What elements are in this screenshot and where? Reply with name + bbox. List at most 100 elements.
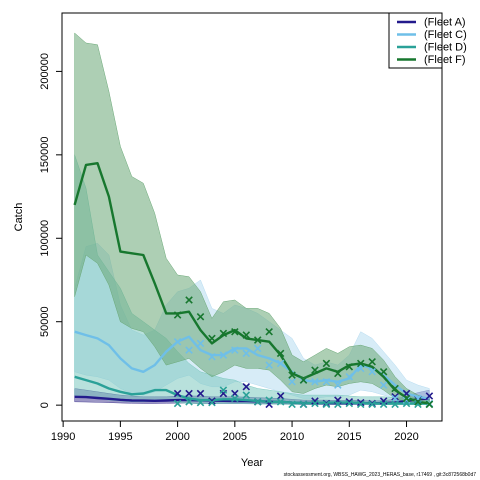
fleet-a-observation-point: [196, 389, 205, 398]
y-tick-label: 150000: [39, 136, 51, 173]
fleet-f-observation-point: [173, 311, 182, 319]
fleet-c-observation-point: [391, 394, 399, 403]
fleet-d-observation-point: [334, 400, 342, 409]
fleet-c-observation-point: [276, 359, 285, 368]
footer-note: stockassessment.org, WBSS_HAWG_2023_HERA…: [284, 472, 477, 478]
fleet-c-observation-point: [253, 344, 262, 353]
fleet-c-observation-point: [311, 378, 319, 386]
fleet-c-observation-point: [242, 349, 251, 358]
fleet-a-observation-point: [185, 389, 193, 398]
fleet-f-observation-point: [219, 329, 228, 338]
fleet-f-observation-point: [425, 400, 434, 409]
fleet-f-observation-point: [185, 296, 193, 304]
fleet-c-observation-point: [345, 373, 354, 381]
fleet-c-observation-point: [219, 351, 228, 359]
fleet-c-observation-point: [322, 378, 331, 386]
fleet-f-observation-point: [322, 359, 331, 368]
fleet-c-observation-point: [173, 337, 182, 346]
y-tick-label: 0: [39, 402, 51, 408]
fleet-f-observation-point: [414, 398, 422, 406]
y-axis-label: Catch: [13, 203, 25, 232]
fleet-f-observation-point: [288, 371, 296, 379]
fleet-f-observation-point: [334, 369, 342, 378]
fleet-c-observation-point: [334, 381, 342, 389]
x-tick-label: 2015: [337, 431, 361, 443]
fleet-a-observation-point: [425, 392, 434, 400]
fleet-f-observation-point: [402, 394, 411, 403]
fleet-d-observation-point: [196, 398, 205, 407]
observation-markers: [173, 296, 434, 409]
fleet-f-observation-point: [311, 366, 319, 374]
fleet-f-observation-point: [391, 384, 399, 393]
legend-item: (Fleet A): [397, 17, 466, 29]
fleet-c-observation-point: [288, 378, 296, 386]
legend-label: (Fleet D): [424, 42, 467, 54]
fleet-a-observation-point: [276, 392, 285, 400]
fleet-f-observation-point: [196, 312, 205, 321]
legend-item: (Fleet C): [397, 29, 467, 41]
fleet-f-observation-point: [299, 376, 308, 384]
fleet-f-observation-point: [368, 357, 376, 366]
fleet-a-observation-point: [345, 398, 354, 406]
legend-item: (Fleet F): [397, 54, 466, 66]
legend-label: (Fleet F): [424, 54, 466, 66]
x-tick-label: 2005: [223, 431, 247, 443]
fleet-d-observation-point: [368, 400, 376, 409]
fleet-f-observation-point: [253, 336, 262, 344]
x-tick-label: 2000: [165, 431, 189, 443]
fleet-a-observation-point: [391, 393, 399, 401]
fleet-d-observation-point: [414, 400, 422, 409]
fleet-d-observation-point: [288, 400, 296, 409]
legend-label: (Fleet C): [424, 29, 467, 41]
confidence-bands: [74, 32, 430, 405]
fleet-a-observation-point: [311, 397, 319, 405]
fleet-a-observation-point: [242, 383, 251, 391]
y-axis: 0 50000 100000 150000 200000: [39, 53, 63, 408]
fleet-d-observation-point: [379, 400, 388, 409]
x-tick-label: 2010: [280, 431, 304, 443]
x-axis: 1990 1995 2000 2005 2010 2015 2020: [51, 420, 419, 443]
fleet-a-observation-point: [208, 397, 216, 405]
fleet-d-observation-point: [356, 400, 365, 409]
fleet-c-observation-point: [368, 368, 376, 376]
fleet-d-observation-point: [345, 399, 354, 408]
fleet-f-observation-point: [379, 368, 388, 376]
x-tick-label: 2020: [394, 431, 418, 443]
fleet-d-observation-point: [208, 398, 216, 407]
fleet-d-observation-point: [173, 399, 182, 408]
y-tick-label: 50000: [39, 306, 51, 337]
legend: (Fleet A)(Fleet C)(Fleet D)(Fleet F): [388, 12, 467, 69]
fleet-d-observation-point: [322, 400, 331, 409]
fleet-a-observation-point: [356, 398, 365, 407]
fleet-c-observation-point: [196, 339, 205, 348]
y-tick-label: 200000: [39, 53, 51, 90]
fleet-f-observation-point: [276, 349, 285, 358]
fleet-d-observation-point: [242, 391, 251, 399]
fleet-f-observation-point: [265, 327, 273, 336]
fleet-f-fitted-line: [73, 161, 430, 405]
fleet-a-observation-point: [173, 389, 182, 398]
fleet-d-observation-point: [253, 398, 262, 406]
fleet-d-observation-point: [311, 399, 319, 408]
fleet-d-observation-point: [219, 386, 228, 394]
fleet-d-observation-point: [185, 398, 193, 406]
fleet-c-observation-point: [231, 346, 239, 354]
fleet-d-observation-point: [391, 400, 399, 409]
fleet-c-observation-point: [185, 346, 193, 354]
fleet-d-observation-point: [265, 396, 273, 404]
fleet-c-observation-point: [208, 352, 216, 361]
legend-label: (Fleet A): [424, 17, 466, 29]
fleet-f-observation-point: [356, 359, 365, 368]
x-tick-label: 1990: [51, 431, 75, 443]
fleet-f-observation-point: [242, 331, 251, 339]
fleet-d-observation-point: [276, 398, 285, 406]
fleet-c-fitted-line: [74, 330, 430, 400]
legend-item: (Fleet D): [397, 42, 467, 54]
fleet-f-observation-point: [231, 327, 239, 336]
fleet-f-observation-point: [208, 334, 216, 343]
fleet-c-observation-point: [379, 381, 388, 389]
fleet-f-observation-point: [345, 363, 354, 371]
x-axis-label: Year: [241, 457, 264, 469]
fleet-c-observation-point: [265, 361, 273, 369]
y-tick-label: 100000: [39, 220, 51, 257]
